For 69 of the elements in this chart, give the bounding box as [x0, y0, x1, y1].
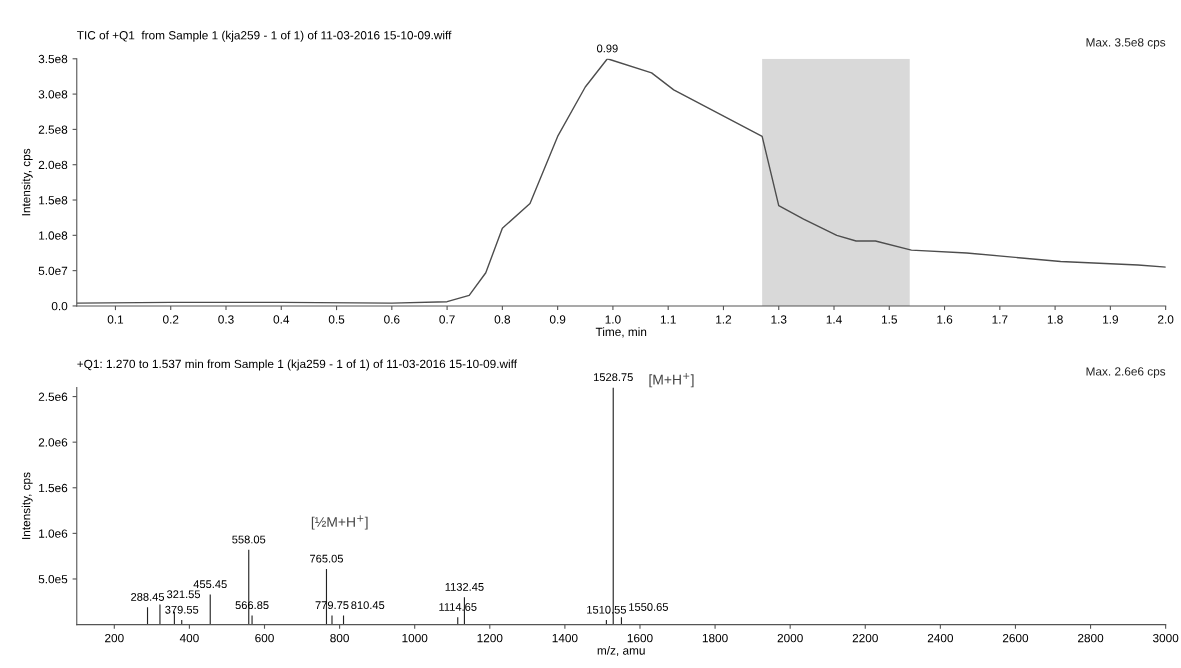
x-tick-label: 2600: [1002, 633, 1029, 643]
y-tick-label: 2.0e8: [38, 160, 68, 170]
x-tick-label: 2000: [777, 633, 803, 643]
y-tick-label: 1.0e8: [39, 231, 68, 240]
annotation: 765.05: [310, 554, 343, 563]
x-tick-label: 0.5: [328, 315, 345, 324]
annotation: 558.05: [232, 535, 266, 544]
x-tick-label: 0.1: [107, 315, 124, 324]
annotation: 1528.75: [593, 373, 633, 382]
x-tick-label: 1.2: [716, 315, 732, 324]
x-tick-label: 0.8: [494, 315, 511, 324]
y-tick-label: 2.0e6: [38, 438, 68, 447]
annotation: 455.45: [193, 580, 227, 589]
chart-title: +Q1: 1.270 to 1.537 min from Sample 1 (kja259 - 1 of 1) of 11-03-2016 15-10-09.wiff: [77, 359, 518, 371]
x-tick-label: 2200: [852, 633, 878, 643]
x-axis-title: Time, min: [595, 327, 647, 338]
annotation: 1132.45: [445, 582, 484, 591]
x-tick-label: 800: [330, 633, 349, 643]
x-tick-label: 2.0: [1158, 315, 1174, 324]
annotation: 321.55: [166, 590, 201, 599]
y-tick-label: 5.0e5: [38, 575, 68, 584]
annotation: [½M+H$^{+}$]: [311, 515, 368, 530]
x-tick-label: 1800: [702, 633, 728, 643]
x-tick-label: 1.5: [881, 315, 897, 324]
annotation: 288.45: [131, 593, 165, 601]
x-tick-label: 0.2: [162, 315, 179, 324]
x-tick-label: 1000: [402, 633, 428, 643]
x-tick-label: 0.3: [218, 315, 234, 324]
x-tick-label: 1.4: [826, 315, 842, 324]
x-tick-label: 3000: [1152, 633, 1179, 643]
annotation: 0.99: [597, 44, 618, 53]
x-tick-label: 0.6: [384, 315, 400, 324]
text: Max. 3.5e8 cps: [1086, 38, 1166, 49]
y-tick-label: 1.5e8: [39, 196, 68, 205]
y-axis-title: Intensity, cps: [21, 148, 33, 216]
x-tick-label: 0.7: [439, 315, 455, 324]
text: [M+H$^{+}$]: [649, 373, 694, 388]
annotation: 1550.65: [629, 603, 669, 611]
y-tick-label: 3.5e8: [38, 54, 68, 64]
y-tick-label: 2.5e8: [38, 125, 68, 134]
x-tick-label: 1.8: [1047, 315, 1063, 324]
y-tick-label: 1.5e6: [39, 483, 68, 493]
x-tick-label: 600: [255, 633, 274, 643]
y-tick-label: 0.0: [51, 301, 68, 311]
x-tick-label: 200: [105, 633, 124, 643]
y-tick-label: 3.0e8: [38, 90, 68, 99]
x-tick-label: 1.9: [1103, 315, 1119, 324]
y-tick-label: 1.0e6: [39, 529, 68, 538]
text: Max. 2.6e6 cps: [1086, 367, 1166, 378]
y-tick-label: 2.5e6: [38, 392, 68, 401]
x-axis-title: m/z, amu: [597, 646, 645, 657]
y-tick-label: 5.0e7: [38, 266, 68, 276]
annotation: 379.55: [165, 605, 199, 614]
x-tick-label: 1.3: [771, 315, 787, 324]
x-tick-label: 0.9: [549, 315, 566, 324]
annotation: 810.45: [351, 601, 385, 610]
chart-title: TIC of +Q1 from Sample 1 (kja259 - 1 of 1) of 11-03-2016 15-10-09.wiff: [77, 30, 452, 42]
x-tick-label: 1600: [627, 633, 653, 643]
x-tick-label: 1400: [552, 633, 578, 643]
x-tick-label: 0.4: [273, 315, 290, 324]
x-tick-label: 1.6: [937, 315, 953, 324]
x-tick-label: 1200: [477, 633, 503, 643]
x-tick-label: 400: [179, 633, 199, 643]
x-tick-label: 1.7: [992, 315, 1008, 324]
y-axis-title: Intensity, cps: [21, 472, 33, 539]
x-tick-label: 1.1: [660, 315, 676, 324]
x-tick-label: 2400: [927, 633, 954, 643]
x-tick-label: 2800: [1078, 633, 1104, 643]
x-tick-label: 1.0: [605, 315, 621, 324]
